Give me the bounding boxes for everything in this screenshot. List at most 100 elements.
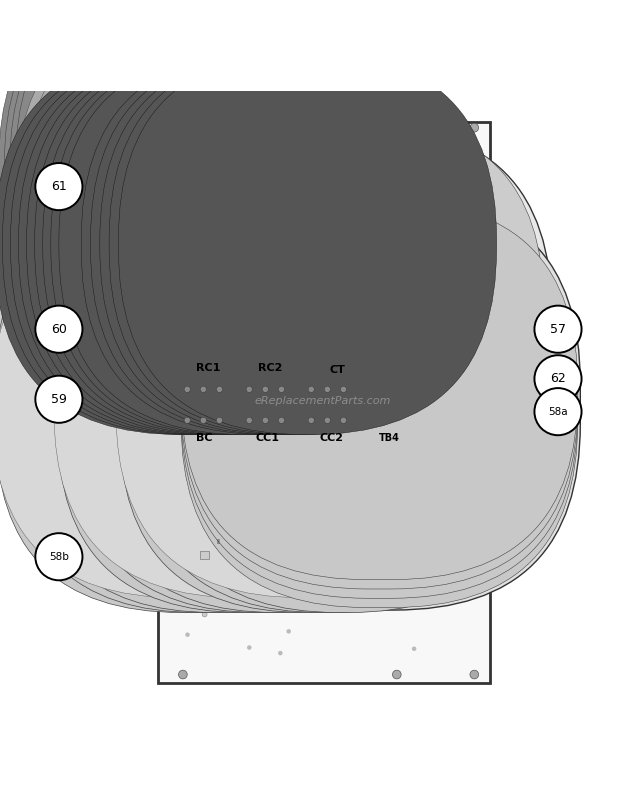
Circle shape — [334, 248, 342, 256]
FancyBboxPatch shape — [0, 54, 372, 435]
FancyBboxPatch shape — [0, 156, 410, 534]
FancyBboxPatch shape — [136, 195, 519, 580]
FancyBboxPatch shape — [0, 195, 379, 580]
Circle shape — [35, 163, 82, 210]
FancyBboxPatch shape — [58, 227, 441, 613]
FancyBboxPatch shape — [0, 147, 410, 525]
Circle shape — [202, 612, 207, 617]
Text: 58a: 58a — [548, 407, 568, 417]
Circle shape — [246, 217, 248, 219]
Circle shape — [440, 419, 443, 422]
Circle shape — [308, 224, 310, 227]
FancyBboxPatch shape — [90, 227, 473, 613]
FancyBboxPatch shape — [120, 227, 503, 613]
FancyBboxPatch shape — [16, 4, 395, 382]
Circle shape — [278, 386, 285, 392]
Circle shape — [248, 646, 251, 649]
FancyBboxPatch shape — [19, 54, 396, 435]
Circle shape — [324, 161, 327, 163]
Circle shape — [242, 329, 250, 337]
Text: II: II — [216, 539, 220, 545]
FancyBboxPatch shape — [179, 237, 253, 251]
Circle shape — [340, 386, 347, 392]
Circle shape — [470, 670, 479, 679]
Circle shape — [272, 179, 274, 181]
Circle shape — [278, 170, 290, 183]
FancyBboxPatch shape — [0, 215, 412, 598]
FancyBboxPatch shape — [177, 383, 228, 428]
Circle shape — [287, 630, 290, 633]
Circle shape — [224, 210, 226, 213]
Circle shape — [202, 570, 207, 575]
FancyBboxPatch shape — [43, 54, 420, 435]
Circle shape — [412, 473, 415, 476]
FancyBboxPatch shape — [56, 156, 472, 534]
Circle shape — [303, 364, 306, 367]
Circle shape — [324, 417, 330, 424]
FancyBboxPatch shape — [158, 122, 205, 187]
FancyBboxPatch shape — [170, 143, 347, 258]
Circle shape — [185, 214, 188, 216]
FancyBboxPatch shape — [56, 147, 472, 525]
FancyBboxPatch shape — [4, 0, 380, 366]
FancyBboxPatch shape — [56, 139, 472, 517]
FancyBboxPatch shape — [6, 43, 384, 423]
Circle shape — [246, 386, 252, 392]
Circle shape — [308, 417, 314, 424]
Circle shape — [393, 375, 396, 378]
Circle shape — [470, 123, 479, 132]
Circle shape — [35, 376, 82, 423]
Text: RC1: RC1 — [195, 364, 220, 373]
FancyBboxPatch shape — [294, 205, 310, 227]
Circle shape — [188, 156, 191, 159]
Circle shape — [35, 533, 82, 580]
Text: IFC: IFC — [200, 264, 213, 274]
Circle shape — [249, 171, 252, 174]
Circle shape — [308, 386, 314, 392]
FancyBboxPatch shape — [2, 54, 380, 435]
FancyBboxPatch shape — [158, 120, 536, 500]
Circle shape — [35, 306, 82, 352]
Circle shape — [237, 156, 239, 159]
FancyBboxPatch shape — [100, 54, 478, 435]
Circle shape — [200, 417, 206, 424]
FancyBboxPatch shape — [0, 43, 373, 423]
FancyBboxPatch shape — [121, 131, 516, 543]
FancyBboxPatch shape — [74, 227, 457, 613]
Text: RC2: RC2 — [257, 364, 282, 373]
Circle shape — [270, 240, 273, 243]
FancyBboxPatch shape — [136, 227, 519, 613]
FancyBboxPatch shape — [11, 54, 388, 435]
Circle shape — [221, 344, 224, 348]
Circle shape — [216, 386, 223, 392]
Text: 59: 59 — [51, 392, 67, 406]
Circle shape — [534, 355, 582, 402]
FancyBboxPatch shape — [158, 122, 490, 682]
FancyBboxPatch shape — [28, 121, 409, 501]
FancyBboxPatch shape — [12, 227, 395, 613]
Text: 58b: 58b — [49, 552, 69, 562]
Circle shape — [226, 235, 228, 238]
FancyBboxPatch shape — [54, 215, 474, 598]
FancyBboxPatch shape — [35, 4, 414, 382]
FancyBboxPatch shape — [179, 197, 580, 610]
FancyBboxPatch shape — [90, 121, 471, 501]
Circle shape — [184, 159, 187, 162]
Circle shape — [188, 413, 191, 417]
FancyBboxPatch shape — [250, 167, 265, 184]
Circle shape — [179, 670, 187, 679]
Circle shape — [219, 183, 221, 185]
Circle shape — [273, 543, 276, 546]
Circle shape — [292, 188, 294, 191]
Text: 62: 62 — [550, 372, 566, 385]
FancyBboxPatch shape — [239, 383, 290, 428]
Text: 61: 61 — [51, 180, 67, 193]
Text: CC1: CC1 — [256, 433, 280, 444]
Text: CC2: CC2 — [320, 433, 343, 444]
Circle shape — [296, 566, 299, 569]
Circle shape — [279, 651, 282, 654]
FancyBboxPatch shape — [181, 202, 578, 580]
Circle shape — [216, 329, 224, 337]
Circle shape — [216, 552, 225, 561]
FancyBboxPatch shape — [12, 121, 394, 501]
